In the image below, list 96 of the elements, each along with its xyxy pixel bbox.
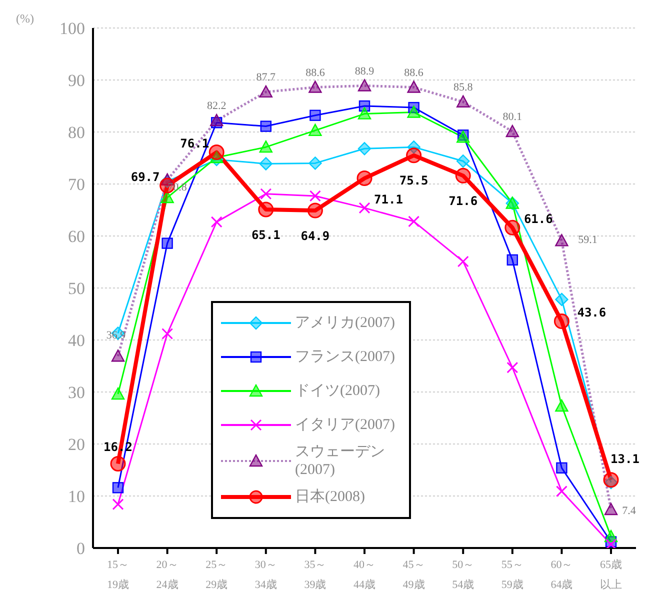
- point: [260, 120, 272, 132]
- point: [259, 140, 272, 153]
- data-label: 71.6: [448, 194, 478, 208]
- data-label: 80.1: [502, 111, 522, 124]
- data-label: 13.1: [610, 452, 640, 466]
- y-tick-label: 40: [68, 331, 85, 350]
- point: [604, 502, 618, 516]
- point: [259, 157, 272, 170]
- point: [162, 238, 173, 249]
- point: [308, 80, 322, 93]
- x-tick-label: 30～34歳: [254, 559, 277, 591]
- y-axis-title: (%): [16, 12, 34, 26]
- y-tick-label: 80: [68, 123, 85, 142]
- x-tick-label: 50～54歳: [452, 559, 474, 591]
- point: [358, 142, 372, 156]
- legend-label: ドイツ(2007): [295, 382, 380, 400]
- data-label: 71.1: [374, 192, 403, 207]
- x-tick-label: 35～39歳: [304, 559, 326, 591]
- x-tick-label: 40～44歳: [354, 559, 376, 591]
- y-tick-label: 90: [68, 71, 85, 90]
- point: [407, 80, 420, 93]
- point: [111, 350, 125, 362]
- point: [506, 124, 519, 138]
- point: [308, 156, 322, 170]
- legend-label: アメリカ(2007): [295, 314, 395, 332]
- data-label: 82.2: [206, 100, 226, 112]
- data-label: 64.9: [300, 228, 330, 243]
- point: [605, 538, 617, 548]
- legend-label: スウェーデン (2007): [295, 443, 385, 479]
- data-label: 88.6: [404, 66, 424, 79]
- y-tick-label: 50: [68, 279, 85, 298]
- point: [309, 190, 321, 202]
- point: [456, 95, 470, 108]
- point: [111, 387, 125, 400]
- data-label: 85.8: [453, 81, 474, 94]
- point: [406, 148, 422, 164]
- point: [358, 107, 372, 120]
- point: [260, 188, 272, 200]
- point: [210, 114, 224, 126]
- point: [456, 154, 470, 168]
- point: [408, 216, 420, 228]
- point: [259, 85, 272, 98]
- point: [210, 216, 222, 228]
- point: [310, 110, 321, 121]
- point: [358, 79, 372, 92]
- x-tick-label: 15～19歳: [107, 559, 129, 591]
- point: [112, 482, 124, 494]
- data-label: 61.6: [524, 212, 553, 226]
- point: [603, 472, 619, 488]
- y-tick-label: 10: [68, 487, 85, 506]
- point: [356, 170, 372, 186]
- point: [258, 202, 274, 218]
- x-tick-label: 55～59歳: [501, 559, 524, 591]
- y-tick-label: 20: [68, 435, 85, 454]
- data-label: 43.6: [577, 306, 606, 320]
- data-label: 88.9: [354, 65, 375, 78]
- point: [110, 456, 126, 472]
- point: [555, 399, 568, 412]
- point: [504, 220, 520, 236]
- data-label: 69.7: [130, 170, 160, 184]
- y-tick-label: 70: [68, 175, 85, 194]
- point: [162, 328, 174, 340]
- data-label: 87.7: [256, 71, 276, 84]
- point: [555, 234, 568, 246]
- point: [455, 168, 471, 184]
- data-label: 59.1: [578, 234, 598, 246]
- point: [554, 314, 570, 330]
- point: [506, 254, 518, 266]
- point: [358, 202, 370, 214]
- data-label: 75.5: [399, 174, 428, 188]
- point: [160, 190, 174, 204]
- point: [407, 106, 420, 118]
- point: [307, 202, 323, 218]
- point: [555, 292, 568, 306]
- x-tick-label: 65歳以上: [600, 558, 622, 591]
- point: [308, 124, 322, 136]
- legend-label: フランス(2007): [295, 348, 395, 366]
- x-tick-label: 45～49歳: [402, 559, 425, 591]
- legend-label: 日本(2008): [295, 488, 365, 506]
- y-tick-label: 100: [60, 19, 85, 38]
- x-tick-label: 25～29歳: [206, 559, 228, 591]
- point: [208, 144, 224, 160]
- point: [556, 462, 568, 474]
- point: [556, 486, 568, 498]
- data-label: 88.6: [306, 66, 326, 79]
- point: [506, 362, 518, 374]
- x-tick-label: 20～24歳: [156, 559, 178, 591]
- data-label: 65.1: [251, 228, 280, 242]
- legend-label: イタリア(2007): [295, 416, 395, 434]
- point: [112, 498, 124, 510]
- y-tick-label: 0: [76, 539, 85, 558]
- y-tick-label: 60: [68, 227, 85, 246]
- y-tick-label: 30: [68, 383, 85, 402]
- x-tick-label: 60～64歳: [550, 559, 573, 591]
- data-label: 7.4: [622, 505, 636, 518]
- point: [457, 256, 469, 268]
